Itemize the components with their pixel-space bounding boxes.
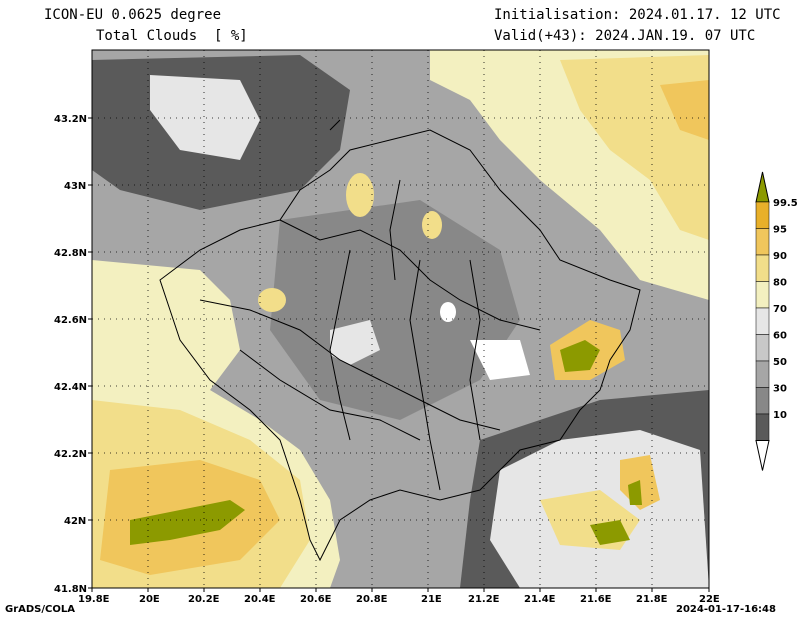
lon-label: 21.8E [636, 594, 668, 605]
colorbar-label: 30 [773, 384, 787, 395]
colorbar-top-arrow [755, 171, 770, 203]
lon-label: 22E [699, 594, 720, 605]
colorbar-label: 50 [773, 357, 787, 368]
colorbar-label: 10 [773, 410, 787, 421]
footer-right: 2024-01-17-16:48 [676, 604, 776, 615]
colorbar-bottom-arrow [755, 440, 770, 471]
variable-title: Total Clouds [ %] [96, 28, 248, 44]
colorbar-segment [755, 360, 770, 388]
lon-label: 19.8E [78, 594, 110, 605]
lon-label: 20E [139, 594, 160, 605]
colorbar-label: 70 [773, 304, 787, 315]
lon-label: 20.8E [356, 594, 388, 605]
footer-left: GrADS/COLA [5, 604, 75, 615]
lon-label: 21.2E [468, 594, 500, 605]
lat-label: 42.6N [54, 315, 87, 326]
lon-label: 20.6E [300, 594, 332, 605]
lon-label: 20.4E [244, 594, 276, 605]
map-field [92, 50, 709, 588]
graticule [92, 50, 709, 588]
lat-label: 42.2N [54, 449, 87, 460]
colorbar-segment [755, 228, 770, 256]
colorbar-label: 95 [773, 225, 787, 236]
colorbar-label: 60 [773, 331, 787, 342]
lon-labels: 19.8E 20E 20.2E 20.4E 20.6E 20.8E 21E 21… [78, 594, 720, 605]
initialisation-time: Initialisation: 2024.01.17. 12 UTC [494, 7, 781, 23]
colorbar-label: 99.5 [773, 198, 798, 209]
lat-labels: 43.2N 43N 42.8N 42.6N 42.4N 42.2N 42N 41… [54, 114, 87, 595]
colorbar-segment [755, 201, 770, 229]
lon-label: 21.6E [580, 594, 612, 605]
colorbar-segment [755, 387, 770, 415]
colorbar-segment [755, 413, 770, 441]
axis-ticks [88, 117, 710, 592]
lat-label: 41.8N [54, 584, 87, 595]
colorbar: 99.5 95 90 80 70 60 50 30 10 [755, 171, 798, 471]
lat-label: 43.2N [54, 114, 87, 125]
lon-label: 21.4E [524, 594, 556, 605]
valid-time: Valid(+43): 2024.JAN.19. 07 UTC [494, 28, 756, 44]
colorbar-segment [755, 334, 770, 362]
lat-label: 42.8N [54, 248, 87, 259]
colorbar-segment [755, 281, 770, 309]
colorbar-segment [755, 254, 770, 282]
model-title: ICON-EU 0.0625 degree [44, 7, 222, 23]
lon-label: 21E [421, 594, 442, 605]
lon-label: 20.2E [188, 594, 220, 605]
lat-label: 42N [64, 516, 86, 527]
admin-borders [159, 119, 641, 562]
colorbar-segment [755, 307, 770, 335]
colorbar-label: 80 [773, 278, 787, 289]
lat-label: 43N [64, 181, 86, 192]
colorbar-label: 90 [773, 251, 787, 262]
lat-label: 42.4N [54, 382, 87, 393]
